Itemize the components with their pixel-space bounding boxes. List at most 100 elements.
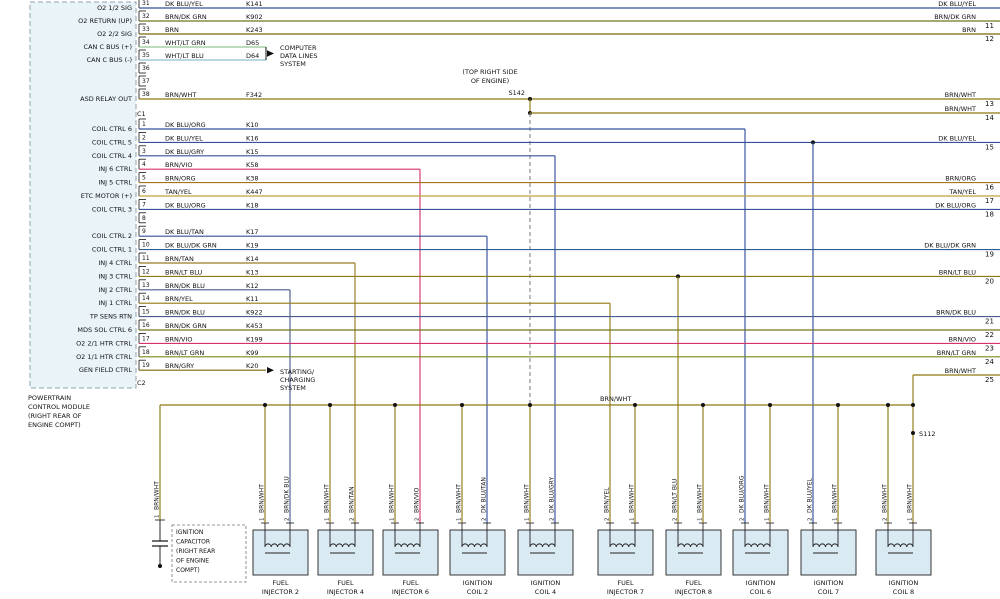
component-pin-number: 1 <box>630 518 636 522</box>
circuit-code: K17 <box>246 228 259 236</box>
solenoid-coil-icon <box>394 531 421 554</box>
circuit-code: K243 <box>246 26 263 34</box>
solenoid-coil-icon <box>529 531 556 554</box>
junction-dot <box>393 403 397 407</box>
starting-system-label: SYSTEM <box>280 384 306 392</box>
edge-grid-number: 20 <box>985 277 994 285</box>
solenoid-coil-icon <box>609 531 636 554</box>
circuit-code: K38 <box>246 175 259 183</box>
s142-splice-label: S142 <box>508 89 525 97</box>
pin-number: 10 <box>142 242 150 249</box>
edge-wire-label: BRN <box>962 26 976 34</box>
circuit-code: K902 <box>246 13 263 21</box>
pcm-pin-label: O2 2/1 HTR CTRL <box>76 339 132 347</box>
junction-dot <box>460 403 464 407</box>
pcm-module-label: CONTROL MODULE <box>28 403 90 411</box>
pcm-pin-label: INJ 3 CTRL <box>98 272 132 280</box>
pcm-pin-label: COIL CTRL 3 <box>92 205 132 213</box>
wire-color-label: TAN/YEL <box>164 188 192 196</box>
component-name: INJECTOR 7 <box>607 588 644 596</box>
component-pin-number: 2 <box>550 518 556 522</box>
circuit-code: F342 <box>246 91 262 99</box>
pcm-pin-label: GEN FIELD CTRL <box>79 366 133 374</box>
edge-wire-label: BRN/DK BLU <box>936 309 976 317</box>
edge-grid-number: 22 <box>985 331 994 339</box>
capacitor-pin-number: 1 <box>155 515 161 519</box>
wire-color-label: BRN/DK GRN <box>165 322 207 330</box>
circuit-code: K20 <box>246 362 259 370</box>
pin-number: 35 <box>142 52 150 59</box>
component-wire-label: BRN/WHT <box>259 484 266 513</box>
circuit-code: K453 <box>246 322 263 330</box>
computer-system-label: DATA LINES <box>280 52 317 60</box>
component-pin-number: 2 <box>673 518 679 522</box>
pcm-pin-label: O2 RETURN (UP) <box>78 17 132 25</box>
edge-wire-label: BRN/WHT <box>945 91 976 99</box>
junction-dot <box>886 403 890 407</box>
pin-number: 14 <box>142 295 150 302</box>
component-wire-label: BRN/DK BLU <box>284 476 291 513</box>
component-name: COIL 7 <box>818 588 839 596</box>
pin-number: 15 <box>142 309 150 316</box>
wire-color-label: DK BLU/YEL <box>165 0 203 8</box>
component-pin-number: 2 <box>350 518 356 522</box>
circuit-code: D64 <box>246 52 259 60</box>
pin-number: 13 <box>142 282 150 289</box>
ignition-coil-2-box <box>449 529 506 576</box>
solenoid-coil-icon <box>461 531 488 554</box>
edge-grid-number: 11 <box>985 22 994 30</box>
pin-number: 9 <box>142 228 146 235</box>
wire-color-label: DK BLU/YEL <box>165 134 203 142</box>
pin-number: 32 <box>142 13 150 20</box>
fuel-injector-2-box <box>252 529 309 576</box>
edge-grid-number: 25 <box>985 376 994 384</box>
edge-grid-number: 12 <box>985 35 994 43</box>
pcm-pin-label: ASD RELAY OUT <box>80 95 132 103</box>
component-name: FUEL <box>617 579 634 587</box>
pin-number: 34 <box>142 39 150 46</box>
pcm-pin-label: ETC MOTOR (+) <box>81 192 132 200</box>
component-pin-number: 2 <box>605 518 611 522</box>
edge-wire-label: BRN/LT GRN <box>937 349 976 357</box>
circuit-code: K11 <box>246 295 259 303</box>
solenoid-coil-icon <box>329 531 356 554</box>
junction-dot <box>158 564 162 568</box>
connector-c2-label: C2 <box>137 379 146 387</box>
component-name: INJECTOR 2 <box>262 588 299 596</box>
circuit-code: K10 <box>246 121 259 129</box>
pin-number: 16 <box>142 322 150 329</box>
junction-dot <box>328 403 332 407</box>
pin-number: 37 <box>142 78 150 85</box>
junction-dot <box>836 403 840 407</box>
wire-color-label: BRN/DK GRN <box>165 13 207 21</box>
component-pin-number: 2 <box>285 518 291 522</box>
pcm-pin-label: COIL CTRL 5 <box>92 138 132 146</box>
pcm-pin-label: COIL CTRL 1 <box>92 246 132 254</box>
system-arrow-icon <box>267 367 274 374</box>
starting-system-label: STARTING/ <box>280 368 315 376</box>
junction-dot <box>701 403 705 407</box>
pin-number: 18 <box>142 349 150 356</box>
pcm-pin-label: INJ 6 CTRL <box>98 165 132 173</box>
capacitor-label: OF ENGINE <box>176 558 209 565</box>
wire-color-label: WHT/LT BLU <box>165 52 204 60</box>
circuit-code: K19 <box>246 242 259 250</box>
component-name: INJECTOR 8 <box>675 588 712 596</box>
component-wire-label: BRN/WHT <box>832 484 839 513</box>
capacitor-label-box <box>171 524 247 583</box>
wire-color-label: BRN/LT GRN <box>165 349 204 357</box>
component-wire-label: BRN/WHT <box>629 484 636 513</box>
pcm-pin-label: COIL CTRL 4 <box>92 152 132 160</box>
solenoid-coil-icon <box>677 531 704 554</box>
ignition-coil-8-box <box>875 529 932 576</box>
fuel-injector-8-box <box>665 529 722 576</box>
solenoid-coil-icon <box>744 531 771 554</box>
component-wire-label: DK BLU/ORG <box>739 475 746 513</box>
edge-grid-number: 13 <box>985 100 994 108</box>
wire-color-label: BRN/GRY <box>165 362 194 370</box>
edge-wire-label: DK BLU/ORG <box>935 201 976 209</box>
component-pin-number: 1 <box>525 518 531 522</box>
pin-number: 19 <box>142 362 150 369</box>
component-pin-number: 2 <box>740 518 746 522</box>
circuit-code: K58 <box>246 161 259 169</box>
